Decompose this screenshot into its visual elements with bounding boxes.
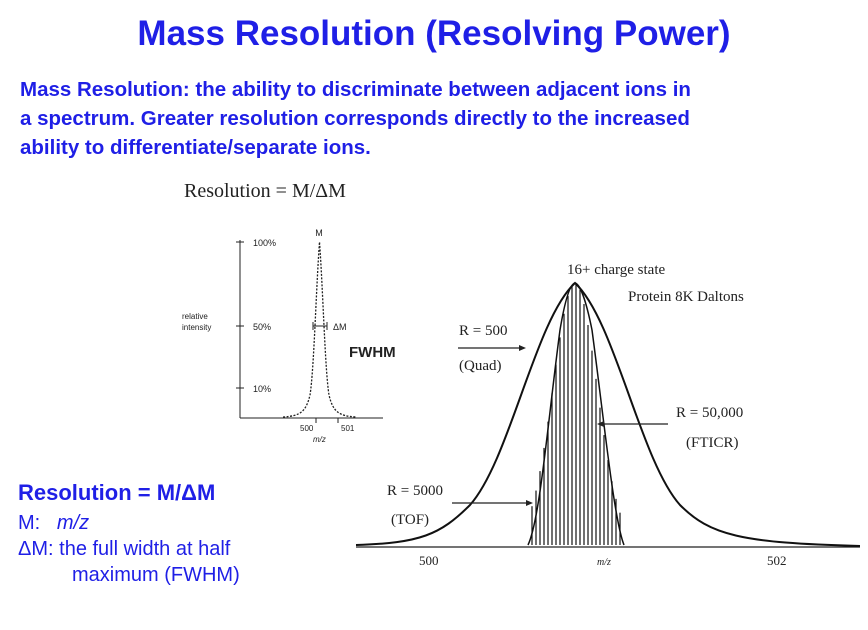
intro-line: ability to differentiate/separate ions. <box>20 136 371 159</box>
small-x-axis-label: m/z <box>313 435 326 444</box>
page-title: Mass Resolution (Resolving Power) <box>137 14 731 53</box>
fticr-name-label: (FTICR) <box>686 435 739 451</box>
tof-r-label: R = 5000 <box>387 483 443 499</box>
definition-block: Resolution = M/ΔM M: m/z ΔM: the full wi… <box>18 480 240 588</box>
y-axis-label: relative <box>182 312 208 321</box>
charge-state-label: 16+ charge state <box>567 262 665 278</box>
intro-paragraph: Mass Resolution: the ability to discrimi… <box>20 75 860 162</box>
dm-definition-line1: ΔM: the full width at half <box>18 538 231 560</box>
m-value: m/z <box>56 512 90 534</box>
fwhm-plot: M relative intensity 100% 50% 10% ΔM FWH… <box>182 228 396 444</box>
m-definition: M: m/z <box>18 510 240 536</box>
tof-envelope-peak <box>527 282 625 546</box>
peak-label: M <box>315 228 323 238</box>
intro-line: a spectrum. Greater resolution correspon… <box>20 107 690 130</box>
quad-name-label: (Quad) <box>459 358 501 374</box>
tick-label-100: 100% <box>253 238 276 248</box>
definition-title: Resolution = M/ΔM <box>18 480 216 505</box>
m-prefix: M: <box>18 512 41 534</box>
x-label-502: 502 <box>767 553 787 568</box>
x-tick-label-501: 501 <box>341 424 355 433</box>
dm-definition-line2: maximum (FWHM) <box>72 564 240 586</box>
tof-name-label: (TOF) <box>391 512 429 528</box>
fticr-r-label: R = 50,000 <box>676 405 743 421</box>
fticr-isotope-lines <box>531 283 621 545</box>
tick-label-50: 50% <box>253 322 271 332</box>
resolution-formula: Resolution = M/ΔM <box>184 180 346 202</box>
tick-label-10: 10% <box>253 384 271 394</box>
intro-line: Mass Resolution: the ability to discrimi… <box>20 78 691 101</box>
fticr-arrowhead <box>597 421 604 427</box>
x-tick-label-500: 500 <box>300 424 314 433</box>
y-axis-label: intensity <box>182 323 211 332</box>
protein-label: Protein 8K Daltons <box>628 289 744 305</box>
x-label-mz: m/z <box>597 557 611 568</box>
fwhm-label: FWHM <box>349 344 396 361</box>
resolution-comparison-plot: 16+ charge state Protein 8K Daltons R = … <box>355 262 861 568</box>
quad-r-label: R = 500 <box>459 323 507 339</box>
delta-m-label: ΔM <box>333 322 347 332</box>
quad-arrowhead <box>519 345 526 351</box>
x-label-500: 500 <box>419 553 439 568</box>
tof-arrowhead <box>526 500 533 506</box>
